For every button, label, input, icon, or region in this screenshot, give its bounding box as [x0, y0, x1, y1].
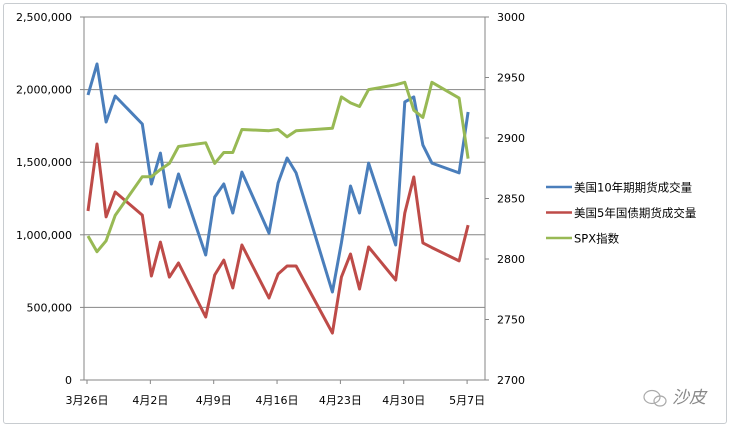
x-tick-label: 4月16日 [256, 394, 299, 407]
series-line-1 [86, 142, 470, 335]
y-left-tick-label: 1,500,000 [16, 156, 72, 169]
legend-label-0: 美国10年期期货成交量 [574, 181, 692, 195]
y-right-tick-label: 2750 [497, 314, 525, 327]
y-right-tick-label: 3000 [497, 11, 525, 24]
y-right-tick-label: 2900 [497, 132, 525, 145]
x-tick-label: 4月9日 [196, 394, 232, 407]
wechat-icon [643, 389, 667, 407]
y-right-tick-label: 2850 [497, 193, 525, 206]
axes: 0 500,000 1,000,000 1,500,000 2,000,000 2,500… [16, 11, 525, 407]
x-tick-label: 4月30日 [382, 394, 425, 407]
legend-label-2: SPX指数 [574, 232, 620, 246]
series-line-2 [86, 80, 470, 254]
y-right-tick-label: 2950 [497, 72, 525, 85]
y-left-tick-label: 2,000,000 [16, 84, 72, 97]
x-tick-label: 4月23日 [319, 394, 362, 407]
y-left-tick-label: 2,500,000 [16, 11, 72, 24]
series-lines [86, 62, 470, 335]
y-left-tick-label: 500,000 [27, 301, 73, 314]
chart-frame [3, 3, 727, 424]
x-tick-label: 5月7日 [449, 394, 485, 407]
x-tick-label: 3月26日 [66, 394, 109, 407]
watermark-text: 沙皮 [672, 388, 708, 408]
legend-label-1: 美国5年国债期货成交量 [574, 206, 696, 220]
y-right-tick-label: 2700 [497, 374, 525, 387]
watermark: 沙皮 [643, 388, 708, 408]
y-right-tick-label: 2800 [497, 253, 525, 266]
y-left-tick-label: 1,000,000 [16, 229, 72, 242]
y-left-tick-label: 0 [65, 374, 72, 387]
x-tick-label: 4月2日 [132, 394, 168, 407]
series-line-0 [86, 62, 470, 294]
